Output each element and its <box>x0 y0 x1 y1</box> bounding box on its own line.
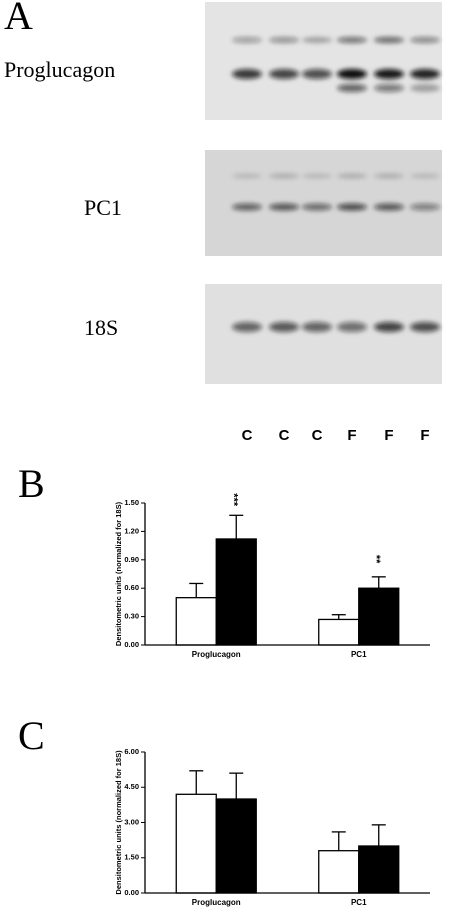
bar <box>358 587 400 646</box>
band <box>232 173 262 179</box>
lane-label: C <box>312 427 323 444</box>
band <box>232 322 262 332</box>
band <box>410 173 440 179</box>
y-tick-label: 1.20 <box>124 526 139 535</box>
row-label: PC1 <box>84 195 122 220</box>
band <box>302 173 332 179</box>
band <box>374 322 404 332</box>
band <box>269 322 299 332</box>
row-label: Proglucagon <box>4 57 115 82</box>
band <box>337 173 367 179</box>
lane-label: F <box>420 427 429 444</box>
bar <box>318 850 360 894</box>
panel-label: B <box>18 461 45 506</box>
y-tick-label: 0.30 <box>124 612 139 621</box>
lane-label: C <box>279 427 290 444</box>
blot <box>205 150 442 256</box>
panel-label: C <box>18 713 45 758</box>
band <box>302 203 332 211</box>
band <box>410 84 440 92</box>
y-tick-label: 1.50 <box>124 853 139 862</box>
band <box>337 203 367 211</box>
band <box>269 37 299 43</box>
bar <box>358 845 400 894</box>
band <box>302 69 332 79</box>
band <box>302 322 332 332</box>
y-axis-label: Densitometric units (normalized for 18S) <box>114 501 123 646</box>
band <box>337 322 367 332</box>
y-axis-label: Densitometric units (normalized for 18S) <box>114 750 123 895</box>
y-tick-label: 4.50 <box>124 782 139 791</box>
lane-label: F <box>384 427 393 444</box>
band <box>232 37 262 43</box>
band <box>374 69 404 79</box>
y-tick-label: 0.00 <box>124 888 139 897</box>
band <box>410 203 440 211</box>
x-tick-label: PC1 <box>351 898 367 907</box>
band <box>374 37 404 43</box>
y-tick-label: 0.60 <box>124 583 139 592</box>
x-tick-label: Proglucagon <box>192 650 241 659</box>
x-tick-label: Proglucagon <box>192 898 241 907</box>
bar <box>215 798 257 894</box>
band <box>269 203 299 211</box>
band <box>337 37 367 43</box>
band <box>232 203 262 211</box>
significance: ** <box>370 555 382 564</box>
band <box>410 69 440 79</box>
band <box>410 37 440 43</box>
bar <box>318 618 360 646</box>
band <box>374 84 404 92</box>
band <box>269 173 299 179</box>
lane-label: C <box>242 427 253 444</box>
y-tick-label: 3.00 <box>124 817 139 826</box>
band <box>337 69 367 79</box>
bar <box>175 597 217 646</box>
band <box>410 322 440 332</box>
row-label: 18S <box>84 315 118 340</box>
significance: *** <box>227 493 239 507</box>
bar <box>175 793 217 894</box>
y-tick-label: 0.00 <box>124 640 139 649</box>
lane-label: F <box>347 427 356 444</box>
y-tick-label: 0.90 <box>124 555 139 564</box>
band <box>374 173 404 179</box>
band <box>302 37 332 43</box>
band <box>374 203 404 211</box>
y-tick-label: 1.50 <box>124 498 139 507</box>
blot <box>205 284 442 384</box>
blot <box>205 2 442 120</box>
bands <box>232 37 440 332</box>
band <box>269 69 299 79</box>
bar <box>215 538 257 646</box>
band <box>337 84 367 92</box>
y-tick-label: 6.00 <box>124 747 139 756</box>
panel-label: A <box>4 0 33 38</box>
band <box>232 69 262 79</box>
x-tick-label: PC1 <box>351 650 367 659</box>
